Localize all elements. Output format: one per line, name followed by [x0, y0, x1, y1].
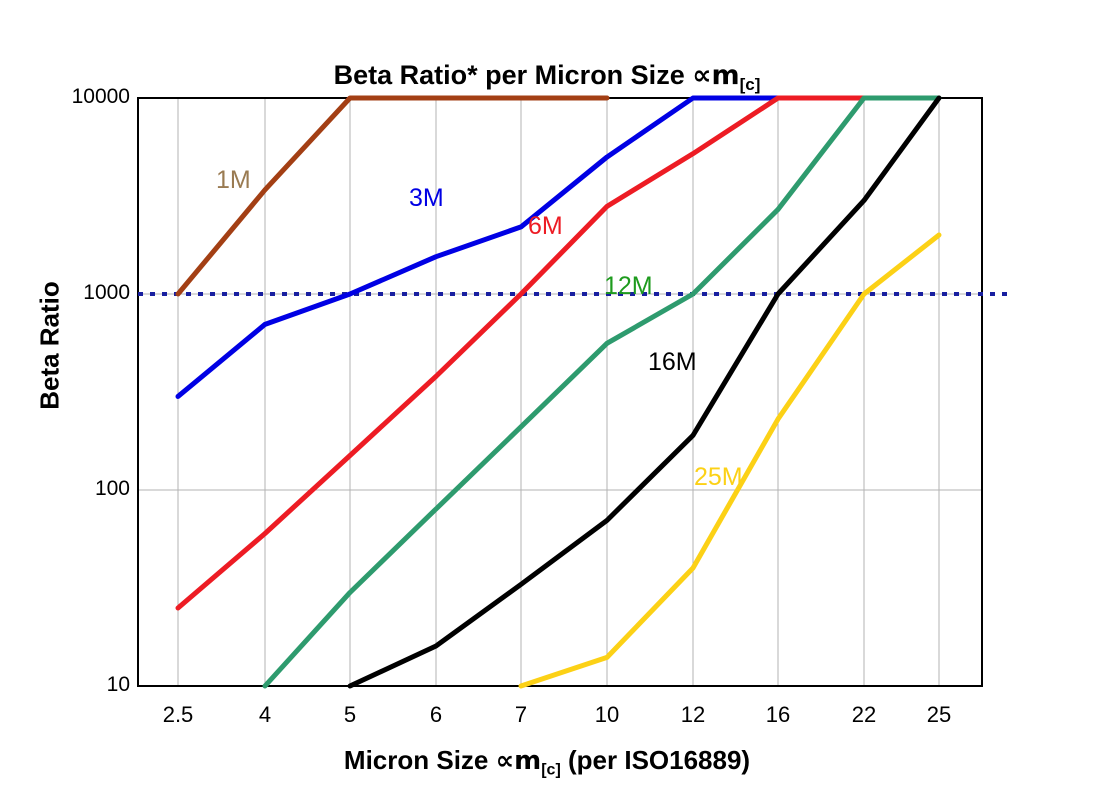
chart-title: Beta Ratio* per Micron Size ∝m[c]: [0, 60, 1094, 95]
y-tick-text: 10: [106, 673, 130, 696]
y-tick-text: 100: [94, 477, 130, 500]
x-axis-title-pre: Micron Size: [343, 745, 496, 775]
x-tick-label-2.5: 2.5: [162, 702, 194, 727]
x-tick-label-22: 22: [851, 702, 877, 727]
chart-title-subscript: [c]: [739, 74, 761, 94]
series-line-6M[interactable]: [175, 95, 867, 611]
chart-title-proportional-symbol: ∝m: [692, 60, 740, 91]
x-tick-label-25: 25: [926, 702, 952, 727]
x-tick-label-12: 12: [680, 702, 706, 727]
series-label-3M[interactable]: 3M: [409, 184, 444, 212]
x-tick-label-5: 5: [343, 702, 357, 727]
chart-title-main: Beta Ratio* per Micron Size: [333, 60, 693, 90]
x-axis-title-subscript: [c]: [541, 761, 561, 779]
series-line-3M[interactable]: [175, 95, 867, 399]
series-line-12M[interactable]: [262, 95, 942, 689]
series-line-25M[interactable]: [518, 232, 942, 689]
series-label-16M[interactable]: 16M: [648, 348, 697, 376]
series-label-12M[interactable]: 12M: [604, 272, 653, 300]
series-line-1M[interactable]: [175, 95, 610, 297]
y-tick-text: 1000: [83, 281, 130, 304]
x-tick-label-7: 7: [514, 702, 528, 727]
x-tick-label-16: 16: [765, 702, 791, 727]
x-tick-label-6: 6: [429, 702, 443, 727]
series-label-6M[interactable]: 6M: [528, 212, 563, 240]
x-axis-title-proportional-symbol: ∝m: [495, 746, 542, 776]
x-axis-title: Micron Size ∝m[c] (per ISO16889): [0, 745, 1094, 780]
x-tick-label-4: 4: [258, 702, 272, 727]
series-line-16M[interactable]: [347, 95, 942, 689]
series-label-25M[interactable]: 25M: [694, 463, 743, 491]
y-tick-text: 10000: [71, 85, 130, 108]
x-axis-title-post: (per ISO16889): [560, 745, 751, 775]
x-tick-label-10: 10: [594, 702, 620, 727]
series-label-1M[interactable]: 1M: [216, 166, 251, 194]
